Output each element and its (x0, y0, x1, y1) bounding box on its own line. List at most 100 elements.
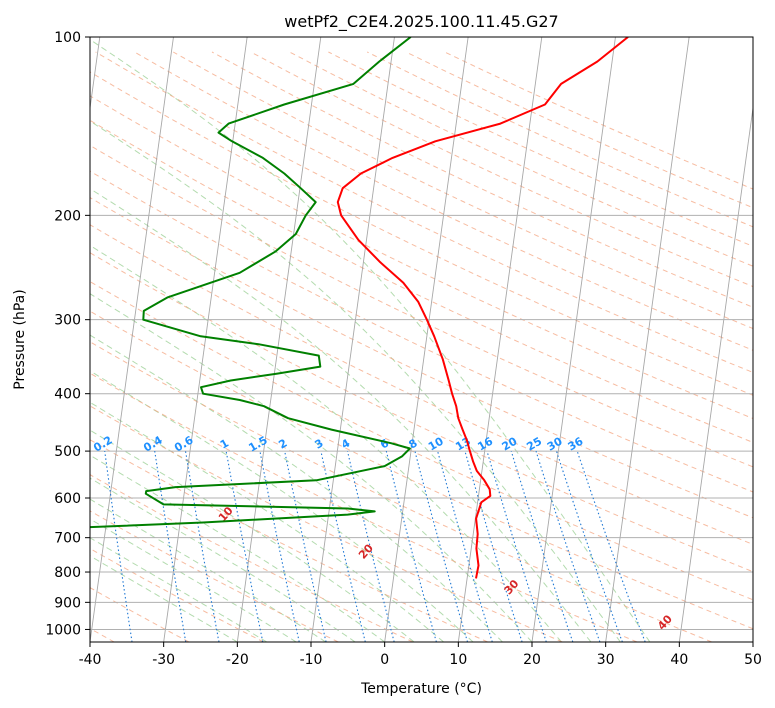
isotherm (90, 37, 101, 112)
isotherm (531, 37, 616, 642)
moist-adiabat (90, 537, 268, 642)
x-tick-label: 10 (449, 652, 467, 668)
x-tick-label: -20 (226, 652, 249, 668)
x-axis-label: Temperature (°C) (360, 681, 482, 697)
mixing-ratio-label: 1 (218, 437, 231, 452)
x-tick-label: -40 (79, 652, 102, 668)
dry-adiabat (90, 474, 414, 642)
y-tick-label: 700 (54, 531, 81, 547)
y-tick-label: 200 (54, 208, 81, 224)
dry-adiabat (90, 144, 753, 468)
x-tick-label: -30 (152, 652, 175, 668)
dry-adiabat (90, 439, 488, 642)
mixing-ratio-line (184, 451, 220, 642)
plot-area: -100-90-80-70-60-50-40-30-20-10010203040… (68, 37, 753, 642)
y-tick-label: 300 (54, 313, 81, 329)
dry-adiabat (250, 51, 753, 288)
dry-adiabat (172, 51, 753, 330)
moist-adiabat (90, 334, 503, 642)
moist-adiabats (90, 38, 651, 642)
moist-adiabat (90, 120, 621, 642)
x-tick-label: -10 (300, 652, 323, 668)
dry-adiabat (90, 197, 753, 519)
x-tick-label: 30 (597, 652, 615, 668)
mixing-ratio-line (576, 450, 646, 642)
mixing-ratio-line (346, 450, 395, 642)
skewed-isotherms (90, 37, 753, 642)
mixing-ratio-line (320, 450, 366, 642)
isotherm (236, 37, 322, 642)
x-tick-label: 0 (380, 652, 389, 668)
x-tick-label: 40 (670, 652, 688, 668)
isotherm (310, 37, 395, 642)
mixing-ratio-label: 2 (276, 437, 289, 452)
dry-adiabat (90, 587, 190, 642)
mixing-ratio-line (464, 450, 523, 642)
isotherm (384, 37, 469, 642)
dry-adiabat (90, 310, 753, 630)
y-tick-label: 900 (54, 595, 81, 611)
mixing-ratio-line (154, 451, 187, 642)
y-tick-label: 600 (54, 491, 81, 507)
dry-adiabat-label: 30 (502, 577, 522, 597)
dry-adiabat (366, 51, 753, 228)
moist-adiabat (90, 555, 238, 642)
y-axis-ticks: 100 200 300 400 500 600 700 800 900 1000 (45, 30, 90, 638)
dry-adiabat (90, 405, 563, 642)
isotherm (752, 638, 753, 642)
dry-adiabat (90, 252, 753, 573)
moist-adiabat (90, 244, 562, 642)
dry-adiabat (90, 372, 638, 642)
moist-adiabat (90, 293, 533, 642)
dry-adiabat-label: 0 (68, 459, 83, 474)
moist-adiabat (90, 38, 651, 642)
y-axis-label: Pressure (hPa) (12, 289, 28, 389)
mixing-ratio-line (414, 450, 469, 642)
moist-adiabat (90, 370, 474, 642)
isotherm (457, 37, 543, 642)
moist-adiabat (90, 498, 326, 642)
y-tick-label: 800 (54, 565, 81, 581)
mixing-ratio-line (486, 450, 547, 642)
dry-adiabat (90, 170, 753, 493)
moist-adiabat (90, 188, 592, 642)
y-tick-label: 100 (54, 30, 81, 46)
isotherm (678, 104, 753, 642)
mixing-ratio-line (259, 450, 300, 642)
dry-adiabat (90, 547, 264, 642)
mixing-ratio-label: 6 (378, 436, 391, 451)
x-tick-label: 20 (523, 652, 541, 668)
y-tick-label: 1000 (45, 622, 81, 638)
moist-adiabat (90, 401, 444, 642)
mixing-ratio-line (535, 450, 601, 642)
plot-frame (89, 36, 754, 643)
moist-adiabat (90, 477, 356, 642)
dry-adiabat-label: 20 (356, 541, 376, 561)
dry-adiabat (95, 51, 753, 373)
pressure-gridlines (90, 37, 753, 630)
dry-adiabats (90, 51, 753, 642)
mixing-ratio-line (385, 450, 437, 642)
dry-adiabat (90, 510, 339, 642)
mixing-ratio-line (437, 450, 493, 642)
isotherm (90, 37, 174, 642)
moist-adiabat (90, 454, 385, 642)
temperature-line (336, 37, 629, 579)
y-tick-label: 400 (54, 387, 81, 403)
mixing-ratio-line (555, 450, 623, 642)
x-tick-label: 50 (744, 652, 762, 668)
sounding-series (90, 37, 629, 579)
x-axis-ticks: -40 -30 -20 -10 0 10 20 30 40 50 (79, 642, 762, 668)
y-tick-label: 500 (54, 444, 81, 460)
dry-adiabat (90, 95, 753, 420)
dewpoint-line (90, 37, 412, 529)
dry-adiabat (90, 71, 753, 396)
moist-adiabat (90, 518, 297, 642)
dry-adiabat (90, 281, 753, 601)
chart-title: wetPf2_C2E4.2025.100.11.45.G27 (284, 12, 558, 32)
mixing-ratio-line (225, 450, 264, 642)
isotherm (605, 37, 690, 642)
isotherm (163, 37, 248, 642)
mixing-ratio-line (510, 450, 574, 642)
